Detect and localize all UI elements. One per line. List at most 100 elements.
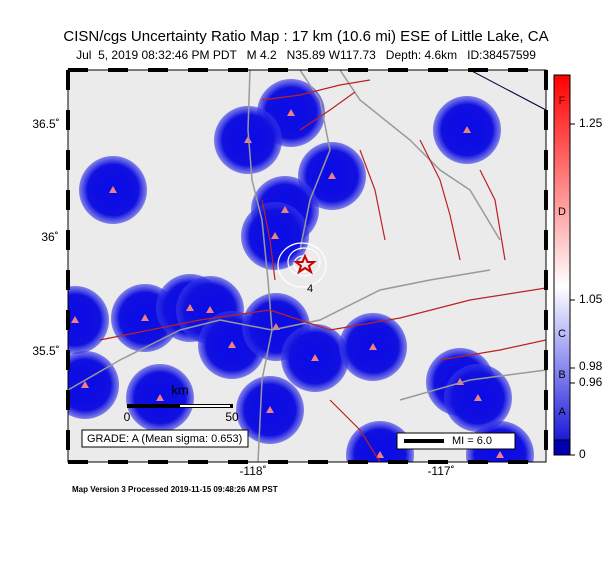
- station: [474, 394, 482, 401]
- colorbar-letter: D: [558, 206, 566, 218]
- title: CISN/cgs Uncertainty Ratio Map : 17 km (…: [63, 28, 548, 45]
- colorbar-letter: A: [558, 406, 566, 418]
- frame-tick: [428, 460, 448, 464]
- frame-tick: [148, 460, 168, 464]
- station: [71, 316, 79, 323]
- frame-tick: [544, 110, 548, 130]
- colorbar-label: 1.25: [579, 116, 603, 130]
- station: [287, 109, 295, 116]
- lon-label: -118˚: [239, 464, 266, 478]
- faults: [99, 79, 546, 462]
- frame-ticks: [66, 68, 548, 464]
- colorbar-letter: F: [559, 95, 566, 107]
- scale-unit: km: [171, 382, 188, 397]
- legend-box: [396, 432, 516, 450]
- frame-tick: [228, 460, 248, 464]
- frame-tick: [108, 68, 128, 72]
- contour-label: 4: [307, 283, 313, 295]
- frame-tick: [66, 270, 70, 290]
- frame-tick: [66, 110, 70, 130]
- frame-tick: [188, 460, 208, 464]
- frame-tick: [348, 68, 368, 72]
- boundary: [469, 70, 546, 111]
- scale-label: 50: [225, 410, 239, 424]
- frame-tick: [66, 190, 70, 210]
- colorbar: F D C B A 1.25 1.05 0.98 0.96 0: [553, 74, 603, 461]
- frame-tick: [268, 68, 288, 72]
- lon-label: -117˚: [427, 464, 454, 478]
- colorbar-letter: C: [558, 328, 566, 340]
- station: [463, 126, 471, 133]
- lat-label: 36˚: [41, 230, 58, 244]
- frame-tick: [148, 68, 168, 72]
- station-area: [346, 421, 414, 462]
- lat-label: 35.5˚: [32, 344, 59, 358]
- frame-tick: [68, 460, 88, 464]
- colorbar-letter: B: [558, 369, 565, 381]
- frame-tick: [268, 460, 288, 464]
- footer: Map Version 3 Processed 2019-11-15 09:48…: [72, 485, 278, 494]
- colorbar-label: 0.96: [579, 375, 603, 389]
- station: [206, 306, 214, 313]
- colorbar-label: 0.98: [579, 359, 603, 373]
- frame-tick: [544, 310, 548, 330]
- map-frame: [67, 69, 547, 463]
- station: [496, 451, 504, 458]
- lat-label: 36.5˚: [32, 117, 59, 131]
- frame-tick: [544, 390, 548, 410]
- frame-tick: [388, 460, 408, 464]
- frame-tick: [66, 350, 70, 370]
- frame-tick: [468, 68, 488, 72]
- frame-tick: [66, 310, 70, 330]
- grade: GRADE: A (Mean sigma: 0.653): [87, 433, 242, 445]
- legend: MI = 6.0: [452, 435, 492, 447]
- station: [81, 381, 89, 388]
- frame-tick: [66, 150, 70, 170]
- frame-tick: [308, 460, 328, 464]
- frame-tick: [468, 460, 488, 464]
- legend-line: [404, 439, 444, 443]
- station: [271, 232, 279, 239]
- station: [328, 172, 336, 179]
- frame-tick: [544, 150, 548, 170]
- station: [109, 186, 117, 193]
- frame-tick: [544, 430, 548, 450]
- frame-tick: [544, 70, 548, 90]
- colorbar-label: 0: [579, 447, 586, 461]
- scale-bar: km 0 50: [124, 382, 239, 424]
- scale-label: 0: [124, 410, 131, 424]
- station: [376, 451, 384, 458]
- frame-tick: [388, 68, 408, 72]
- frame-tick: [66, 430, 70, 450]
- station: [281, 206, 289, 213]
- frame-tick: [508, 460, 528, 464]
- grade-box: [81, 429, 249, 448]
- frame-tick: [544, 230, 548, 250]
- frame-tick: [544, 190, 548, 210]
- map-body: 4 km 0 50 GRADE: A (Mean sigma: 0.653) M…: [68, 70, 546, 462]
- frame-tick: [428, 68, 448, 72]
- frame-tick: [544, 270, 548, 290]
- frame-tick: [308, 68, 328, 72]
- frame-tick: [508, 68, 528, 72]
- station-area: [68, 286, 109, 354]
- station: [186, 304, 194, 311]
- station: [266, 406, 274, 413]
- epicenter: [293, 253, 317, 275]
- frame-tick: [68, 68, 88, 72]
- frame-tick: [348, 460, 368, 464]
- station: [156, 394, 164, 401]
- frame-tick: [228, 68, 248, 72]
- frame-tick: [66, 230, 70, 250]
- subtitle: Jul 5, 2019 08:32:46 PM PDT M 4.2 N35.89…: [76, 48, 536, 62]
- station: [311, 354, 319, 361]
- frame-tick: [188, 68, 208, 72]
- frame-tick: [544, 350, 548, 370]
- frame-tick: [66, 390, 70, 410]
- station: [228, 341, 236, 348]
- colorbar-label: 1.05: [579, 292, 603, 306]
- station: [141, 314, 149, 321]
- station: [244, 136, 252, 143]
- roads: [68, 70, 546, 462]
